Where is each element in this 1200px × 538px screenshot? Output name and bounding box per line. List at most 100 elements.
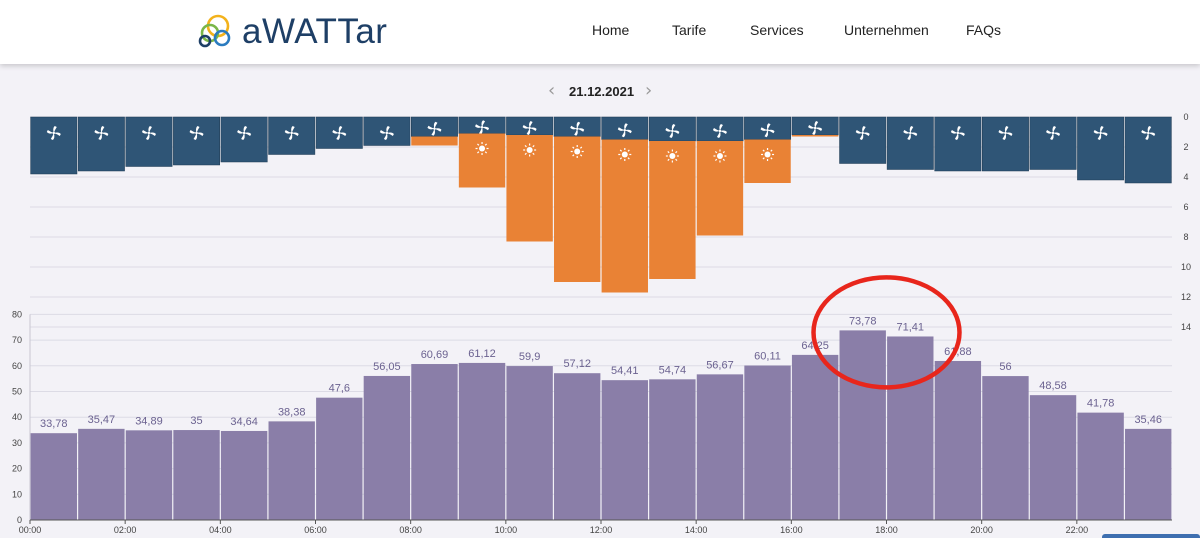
wind-icon: [712, 124, 727, 138]
price-bar: [506, 366, 553, 520]
x-tick-label: 12:00: [590, 525, 613, 535]
price-data-label: 34,89: [135, 415, 163, 427]
wind-icon: [332, 126, 347, 140]
wind-bar: [934, 116, 982, 172]
wind-icon: [237, 126, 252, 140]
wind-bar: [1124, 116, 1172, 184]
x-tick-label: 10:00: [495, 525, 518, 535]
x-tick-label: 00:00: [19, 525, 42, 535]
price-bar: [839, 330, 886, 520]
wind-icon: [284, 126, 299, 140]
nav-services[interactable]: Services: [750, 22, 804, 38]
price-data-label: 48,58: [1039, 380, 1067, 392]
selected-date: 21.12.2021: [569, 84, 635, 99]
wind-icon: [46, 126, 61, 140]
chevron-left-icon[interactable]: ‹: [548, 80, 556, 101]
wind-bar: [1029, 116, 1077, 170]
y-tick-label-left: 70: [12, 335, 22, 345]
price-data-label: 73,78: [849, 315, 877, 327]
price-bar: [744, 365, 791, 520]
awattar-logo[interactable]: aWATTar: [196, 12, 387, 52]
price-data-label: 71,41: [897, 321, 925, 333]
solar-bar: [744, 139, 791, 183]
nav-faqs[interactable]: FAQs: [966, 22, 1002, 38]
wind-bar: [173, 116, 220, 166]
chevron-right-icon[interactable]: ›: [645, 80, 653, 101]
price-data-label: 33,78: [40, 418, 68, 430]
nav-unternehmen[interactable]: Unternehmen: [844, 22, 929, 38]
y-tick-label-right: 6: [1183, 202, 1188, 212]
price-bar: [649, 379, 696, 520]
y-tick-label-right: 0: [1183, 112, 1188, 122]
generation-bars: [30, 116, 1172, 293]
sun-icon: [475, 142, 489, 155]
wind-icon: [427, 121, 442, 136]
price-bar: [173, 430, 220, 520]
price-data-label: 35,46: [1134, 414, 1162, 426]
wind-icon: [189, 126, 204, 140]
price-bar: [78, 428, 125, 520]
wind-icon: [760, 123, 775, 138]
sun-icon: [618, 148, 632, 161]
price-bar: [1077, 412, 1124, 520]
x-tick-label: 04:00: [209, 525, 232, 535]
wind-bar: [125, 116, 173, 167]
price-data-label: 34,64: [230, 416, 258, 428]
wind-bar: [886, 116, 934, 170]
price-bar: [934, 360, 982, 520]
price-data-label: 56: [999, 361, 1011, 373]
wind-icon: [808, 121, 823, 135]
x-tick-label: 08:00: [399, 525, 422, 535]
price-bar: [791, 354, 839, 520]
price-data-label: 56,05: [373, 361, 401, 373]
sun-icon: [570, 145, 584, 158]
wind-icon: [475, 120, 490, 135]
price-bar: [30, 433, 77, 520]
wind-icon: [665, 124, 680, 138]
sun-icon: [761, 148, 775, 161]
price-bar: [458, 362, 506, 520]
wind-icon: [522, 121, 537, 135]
wind-icon: [617, 123, 632, 138]
highlight-circle: [811, 275, 962, 390]
wind-icon: [1141, 126, 1156, 140]
solar-bar: [554, 136, 601, 282]
price-data-label: 61,12: [468, 348, 496, 360]
wind-icon: [94, 126, 109, 140]
price-bar: [601, 380, 648, 520]
nav-home[interactable]: Home: [592, 22, 630, 38]
y-tick-label-left: 10: [12, 489, 22, 499]
y-tick-label-left: 80: [12, 309, 22, 319]
wind-icon: [379, 126, 394, 140]
price-bar: [982, 376, 1029, 520]
y-tick-label-right: 2: [1183, 142, 1188, 152]
price-data-label: 35,47: [88, 414, 116, 426]
solar-bar: [458, 133, 506, 188]
logo-text: aWATTar: [242, 12, 388, 51]
wind-icon: [855, 126, 870, 140]
price-data-label: 57,12: [563, 358, 591, 370]
price-data-label: 56,67: [706, 359, 734, 371]
sun-icon: [665, 149, 679, 163]
price-bar: [316, 397, 363, 520]
price-bar: [411, 364, 458, 520]
site-header: aWATTar Home Tarife Services Unternehmen…: [0, 0, 1200, 64]
wind-icon: [903, 126, 918, 140]
price-data-label: 35: [190, 415, 202, 427]
x-tick-label: 22:00: [1066, 525, 1089, 535]
price-bar: [1125, 428, 1172, 520]
wind-bar: [220, 116, 268, 163]
price-data-label: 54,41: [611, 365, 639, 377]
x-tick-label: 18:00: [875, 525, 898, 535]
y-tick-label-right: 8: [1183, 232, 1188, 242]
y-tick-label-left: 20: [12, 464, 22, 474]
y-tick-label-left: 60: [12, 361, 22, 371]
price-bar: [696, 374, 744, 520]
wind-bar: [1077, 116, 1125, 181]
price-bar: [363, 375, 411, 520]
solar-bar: [791, 135, 839, 137]
y-tick-label-right: 12: [1181, 292, 1191, 302]
y-tick-label-left: 30: [12, 438, 22, 448]
y-tick-label-left: 50: [12, 387, 22, 397]
nav-tarife[interactable]: Tarife: [672, 22, 707, 38]
